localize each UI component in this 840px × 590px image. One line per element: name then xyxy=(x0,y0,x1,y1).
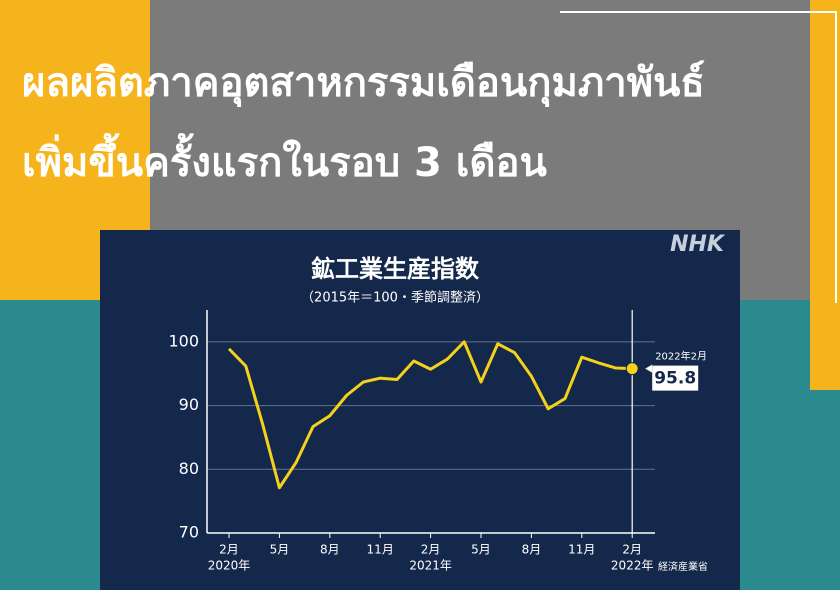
annotation: 2022年2月 xyxy=(655,350,707,363)
x-tick-label: 11月 xyxy=(367,543,394,557)
x-tick-label: 11月 xyxy=(568,543,595,557)
chart-subtitle: （2015年＝100・季節調整済） xyxy=(301,290,489,306)
latest-point xyxy=(625,362,639,376)
x-tick-label: 8月 xyxy=(320,543,340,557)
headline-line: เพิ่มขึ้นครั้งแรกในรอบ 3 เดือน xyxy=(22,140,547,186)
x-tick-label: 8月 xyxy=(522,543,542,557)
logo: NHK xyxy=(670,232,726,257)
source: 経済産業省 xyxy=(658,560,708,573)
frame-line xyxy=(560,11,837,303)
x-tick-label: 2月 xyxy=(622,543,642,557)
value-box xyxy=(652,365,699,391)
y-tick-label: 70 xyxy=(179,523,199,542)
x-tick-label: 5月 xyxy=(270,543,290,557)
chart-title: 鉱工業生産指数 xyxy=(311,255,480,283)
x-year-label: 2021年 xyxy=(409,559,452,573)
value-pointer xyxy=(645,364,653,373)
series-line xyxy=(227,340,633,490)
value-label: 95.8 xyxy=(654,369,696,389)
y-tick-label: 100 xyxy=(168,331,199,350)
x-tick-label: 5月 xyxy=(471,543,491,557)
chart: NHK 鉱工業生産指数 （2015年＝100・季節調整済） 経済産業省 70 80… xyxy=(100,230,740,590)
x-year-label: 2020年 xyxy=(208,559,251,573)
headline-line: ผลผลิตภาคอุตสาหกรรมเดือนกุมภาพันธ์ xyxy=(22,60,705,106)
y-tick-label: 80 xyxy=(179,459,199,478)
y-tick-label: 90 xyxy=(179,395,199,414)
x-tick-label: 2月 xyxy=(219,543,239,557)
x-tick-label: 2月 xyxy=(421,543,441,557)
x-year-label: 2022年 xyxy=(611,559,654,573)
